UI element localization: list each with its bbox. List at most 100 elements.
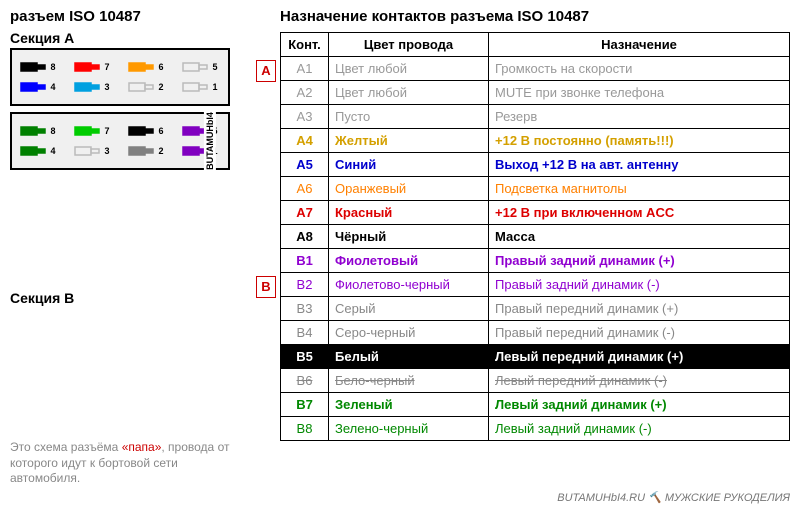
cell-pin: B2 [281,273,329,297]
cell-purpose: Громкость на скорости [489,57,790,81]
cell-purpose: +12 В при включенном ACC [489,201,790,225]
table-row: B3СерыйПравый передний динамик (+) [281,297,790,321]
th-pin: Конт. [281,33,329,57]
connector-row: 8765 [18,58,222,76]
table-row: A1Цвет любойГромкость на скорости [281,57,790,81]
cell-color: Цвет любой [329,57,489,81]
cell-color: Пусто [329,105,489,129]
cell-purpose: Левый передний динамик (+) [489,345,790,369]
table-row: A3ПустоРезерв [281,105,790,129]
connector-section-a: 8765 4321 [10,48,230,106]
cell-pin: A1 [281,57,329,81]
cell-color: Зеленый [329,393,489,417]
cell-color: Фиолетово-черный [329,273,489,297]
cell-purpose: Правый задний динамик (+) [489,249,790,273]
table-row: A6ОранжевыйПодсветка магнитолы [281,177,790,201]
table-row: B6Бело-черныйЛевый передний динамик (-) [281,369,790,393]
table-row: B4Серо-черныйПравый передний динамик (-) [281,321,790,345]
cell-pin: B5 [281,345,329,369]
cell-pin: B1 [281,249,329,273]
cell-purpose: Резерв [489,105,790,129]
cell-purpose: +12 В постоянно (память!!!) [489,129,790,153]
cell-pin: A4 [281,129,329,153]
footnote-pre: Это схема разъёма [10,440,122,454]
table-row: B8Зелено-черныйЛевый задний динамик (-) [281,417,790,441]
cell-color: Чёрный [329,225,489,249]
connector-pin-2: 2 [126,142,168,160]
section-b-label: Секция B [10,290,74,306]
connector-pin-4: 4 [18,142,60,160]
pinout-table-wrap: A B Конт. Цвет провода Назначение A1Цвет… [280,32,790,441]
connector-pin-6: 6 [126,122,168,140]
footnote-papa: «папа» [122,440,162,454]
section-a-marker: A [256,60,276,82]
connector-pin-5: 5 [180,58,222,76]
connector-pin-7: 7 [72,122,114,140]
table-row: B2Фиолетово-черныйПравый задний динамик … [281,273,790,297]
cell-color: Оранжевый [329,177,489,201]
connector-section-b: BUTAMUHbI4 8765 4321 [10,112,230,170]
title-left: разъем ISO 10487 [10,8,141,25]
cell-color: Красный [329,201,489,225]
cell-pin: A8 [281,225,329,249]
section-b-marker: B [256,276,276,298]
table-row: B7ЗеленыйЛевый задний динамик (+) [281,393,790,417]
cell-purpose: Правый задний динамик (-) [489,273,790,297]
cell-purpose: Левый задний динамик (-) [489,417,790,441]
cell-pin: A7 [281,201,329,225]
th-color: Цвет провода [329,33,489,57]
cell-color: Фиолетовый [329,249,489,273]
connector-pin-8: 8 [18,122,60,140]
table-row: A4Желтый+12 В постоянно (память!!!) [281,129,790,153]
cell-pin: A6 [281,177,329,201]
connector-vlabel: BUTAMUHbI4 [204,111,216,171]
cell-purpose: Правый передний динамик (+) [489,297,790,321]
th-purpose: Назначение [489,33,790,57]
section-a-label: Секция A [10,30,74,46]
connector-pin-8: 8 [18,58,60,76]
cell-purpose: Масса [489,225,790,249]
cell-pin: B8 [281,417,329,441]
table-row: A5СинийВыход +12 В на авт. антенну [281,153,790,177]
cell-color: Бело-черный [329,369,489,393]
table-row: B1ФиолетовыйПравый задний динамик (+) [281,249,790,273]
connector-pin-3: 3 [72,142,114,160]
cell-pin: B4 [281,321,329,345]
cell-purpose: Выход +12 В на авт. антенну [489,153,790,177]
connector-pin-7: 7 [72,58,114,76]
cell-color: Синий [329,153,489,177]
cell-pin: B7 [281,393,329,417]
cell-purpose: Левый передний динамик (-) [489,369,790,393]
cell-purpose: Подсветка магнитолы [489,177,790,201]
connector-pin-2: 2 [126,78,168,96]
footnote: Это схема разъёма «папа», провода от кот… [10,440,230,487]
cell-purpose: Правый передний динамик (-) [489,321,790,345]
connector-diagram: 87654321 BUTAMUHbI4 87654321 [10,48,230,170]
cell-pin: A5 [281,153,329,177]
table-row: B5БелыйЛевый передний динамик (+) [281,345,790,369]
connector-row: 4321 [18,142,222,160]
connector-row: 4321 [18,78,222,96]
connector-pin-3: 3 [72,78,114,96]
title-right: Назначение контактов разъема ISO 10487 [280,8,589,25]
cell-color: Зелено-черный [329,417,489,441]
table-row: A7Красный+12 В при включенном ACC [281,201,790,225]
connector-row: 8765 [18,122,222,140]
connector-pin-1: 1 [180,78,222,96]
table-row: A8ЧёрныйМасса [281,225,790,249]
cell-pin: B3 [281,297,329,321]
cell-color: Желтый [329,129,489,153]
cell-pin: A3 [281,105,329,129]
cell-purpose: MUTE при звонке телефона [489,81,790,105]
pinout-table: Конт. Цвет провода Назначение A1Цвет люб… [280,32,790,441]
watermark: BUTAMUHbI4.RU 🔨 МУЖСКИЕ РУКОДЕЛИЯ [557,491,790,504]
connector-pin-4: 4 [18,78,60,96]
cell-color: Белый [329,345,489,369]
table-row: A2Цвет любойMUTE при звонке телефона [281,81,790,105]
cell-pin: B6 [281,369,329,393]
cell-color: Серо-черный [329,321,489,345]
cell-purpose: Левый задний динамик (+) [489,393,790,417]
connector-pin-6: 6 [126,58,168,76]
cell-pin: A2 [281,81,329,105]
cell-color: Серый [329,297,489,321]
